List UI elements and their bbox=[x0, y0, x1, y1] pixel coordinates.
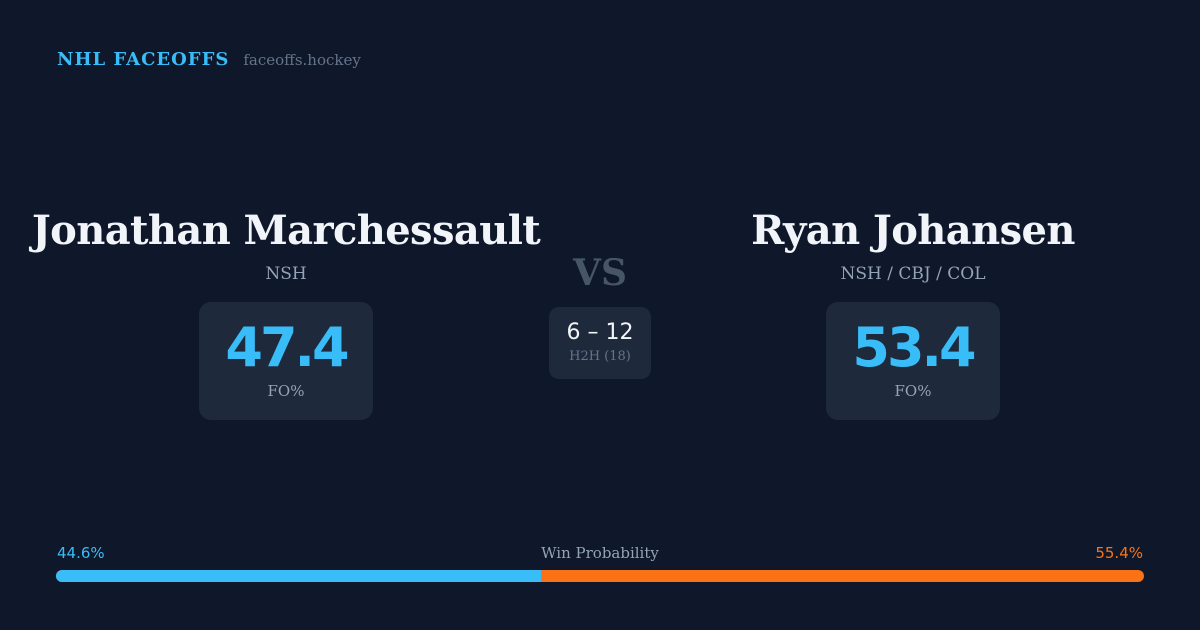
player-left-team: NSH bbox=[265, 264, 307, 284]
head-to-head-record: 6 – 12 bbox=[566, 320, 634, 345]
win-probability-bar bbox=[56, 570, 1144, 582]
player-right-name: Ryan Johansen bbox=[751, 207, 1075, 254]
player-left-panel: Jonathan Marchessault NSH 47.4 FO% bbox=[6, 205, 566, 420]
head-to-head-card: 6 – 12 H2H (18) bbox=[549, 307, 651, 379]
player-left-stat-card: 47.4 FO% bbox=[199, 302, 373, 420]
head-to-head-label: H2H (18) bbox=[569, 349, 631, 364]
win-probability-left-fill bbox=[56, 570, 542, 582]
brand-site-link[interactable]: faceoffs.hockey bbox=[243, 51, 361, 69]
brand-title: NHL FACEOFFS bbox=[57, 49, 230, 70]
player-right-stat-card: 53.4 FO% bbox=[826, 302, 1000, 420]
win-probability-left: 44.6% bbox=[57, 544, 105, 562]
player-right-panel: Ryan Johansen NSH / CBJ / COL 53.4 FO% bbox=[633, 205, 1193, 420]
player-right-fo-value: 53.4 bbox=[852, 316, 976, 379]
player-left-fo-label: FO% bbox=[267, 382, 305, 400]
player-right-team: NSH / CBJ / COL bbox=[840, 264, 986, 284]
brand-header: NHL FACEOFFS faceoffs.hockey bbox=[57, 49, 361, 70]
versus-label: VS bbox=[573, 252, 627, 294]
player-left-fo-value: 47.4 bbox=[225, 316, 349, 379]
win-probability-title: Win Probability bbox=[541, 544, 659, 562]
win-probability-right: 55.4% bbox=[1095, 544, 1143, 562]
player-left-name: Jonathan Marchessault bbox=[31, 207, 541, 254]
player-right-fo-label: FO% bbox=[894, 382, 932, 400]
